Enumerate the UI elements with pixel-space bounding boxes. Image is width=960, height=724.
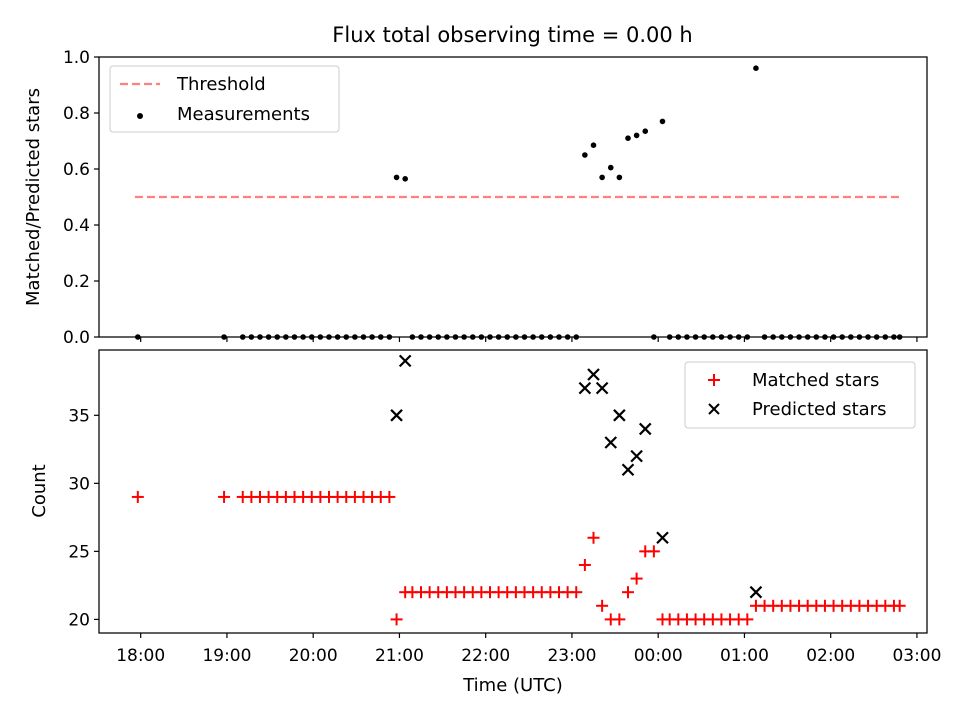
matched-star-point bbox=[613, 613, 626, 626]
predicted-star-point-stroke bbox=[621, 463, 635, 477]
x-tick-label: 03:00 bbox=[892, 646, 941, 666]
matched-star-point bbox=[647, 545, 660, 558]
x-tick-label: 02:00 bbox=[806, 646, 855, 666]
matched-star-point bbox=[390, 613, 403, 626]
predicted-star-point bbox=[587, 368, 600, 381]
bottom-y-tick-label: 25 bbox=[68, 542, 90, 562]
matched-star-point bbox=[570, 586, 583, 599]
predicted-star-point bbox=[595, 381, 609, 395]
measurement-point bbox=[582, 152, 588, 158]
measurement-point bbox=[402, 176, 408, 182]
matched-star-point bbox=[587, 531, 600, 544]
predicted-star-point bbox=[638, 422, 652, 436]
predicted-star-point bbox=[398, 354, 412, 368]
measurement-point bbox=[599, 174, 605, 181]
predicted-star-point bbox=[621, 463, 635, 477]
chart-title: Flux total observing time = 0.00 h bbox=[332, 23, 692, 47]
predicted-star-point-stroke bbox=[638, 422, 652, 436]
predicted-star-point bbox=[390, 409, 403, 422]
measurement-point bbox=[393, 174, 400, 181]
predicted-star-point bbox=[613, 409, 626, 422]
matched-star-point bbox=[383, 490, 396, 503]
matched-star-point bbox=[622, 586, 634, 599]
bottom-y-tick-label: 30 bbox=[68, 474, 90, 494]
bottom-y-axis-label: Count bbox=[29, 464, 50, 517]
measurement-point bbox=[753, 65, 759, 71]
top-axes-frame bbox=[98, 56, 928, 338]
x-tick-label: 22:00 bbox=[461, 646, 510, 666]
measurement-point bbox=[607, 164, 614, 171]
top-y-tick-label: 0.0 bbox=[63, 328, 90, 348]
x-tick-label: 23:00 bbox=[547, 646, 596, 666]
bottom-y-tick-label: 20 bbox=[68, 610, 90, 630]
predicted-star-point-stroke bbox=[613, 409, 626, 422]
matched-star-point bbox=[741, 613, 754, 626]
top-y-tick-label: 0.6 bbox=[63, 160, 90, 180]
top-y-tick-label: 1.0 bbox=[63, 48, 90, 68]
x-tick-label: 18:00 bbox=[116, 646, 165, 666]
predicted-star-point bbox=[749, 585, 763, 599]
x-tick-label: 19:00 bbox=[202, 646, 251, 666]
matched-star-point bbox=[218, 490, 231, 503]
measurement-point bbox=[633, 132, 640, 139]
matched-stars-legend-marker bbox=[708, 374, 720, 386]
top-y-tick-label: 0.4 bbox=[63, 216, 90, 236]
bottom-legend: Matched stars Predicted stars bbox=[684, 361, 916, 429]
measurement-point bbox=[659, 118, 666, 125]
predicted-star-point-stroke bbox=[398, 354, 412, 368]
bottom-legend-box bbox=[684, 361, 916, 429]
predicted-star-point-stroke bbox=[630, 449, 643, 463]
top-legend: Threshold Measurements bbox=[109, 65, 340, 133]
top-y-tick-label: 0.2 bbox=[63, 272, 90, 292]
predicted-star-point-stroke bbox=[595, 381, 609, 395]
measurement-point bbox=[642, 128, 649, 134]
predicted-star-point bbox=[578, 381, 592, 395]
x-axis-label: Time (UTC) bbox=[462, 675, 563, 696]
top-y-axis-label: Matched/Predicted stars bbox=[23, 88, 44, 306]
matched-star-point bbox=[578, 558, 591, 571]
predicted-star-point-stroke bbox=[578, 381, 592, 395]
predicted-star-point bbox=[630, 449, 643, 463]
x-tick-label: 00:00 bbox=[634, 646, 683, 666]
predicted-star-point-stroke bbox=[749, 585, 763, 599]
top-panel: 0.0 0.2 0.4 0.6 0.8 1.0 Matched/Predicted sta… bbox=[23, 48, 928, 348]
predicted-star-point-stroke bbox=[390, 409, 403, 422]
matched-star-point bbox=[893, 599, 906, 612]
predicted-star-point bbox=[604, 436, 618, 449]
bottom-panel: 20 25 30 35 18:00 19:00 20:00 21:00 22:00 23:00 0… bbox=[29, 349, 941, 696]
bottom-y-tick-label: 35 bbox=[68, 406, 90, 426]
matched-star-point bbox=[131, 490, 144, 503]
measurement-point bbox=[590, 142, 597, 148]
predicted-star-point-stroke bbox=[604, 436, 618, 449]
top-legend-box bbox=[109, 65, 340, 133]
predicted-star-point bbox=[656, 531, 669, 545]
measurement-point bbox=[616, 174, 623, 181]
measurements-legend-marker bbox=[137, 113, 143, 119]
bottom-axes-frame bbox=[98, 349, 928, 634]
bottom-legend-label: Matched stars bbox=[752, 370, 879, 391]
x-tick-label: 21:00 bbox=[375, 646, 424, 666]
top-y-tick-label: 0.8 bbox=[63, 104, 90, 124]
top-legend-label: Measurements bbox=[177, 104, 310, 125]
bottom-legend-label: Predicted stars bbox=[752, 399, 886, 420]
measurement-point bbox=[625, 135, 631, 141]
predicted-star-point-stroke bbox=[587, 368, 600, 381]
matched-star-point bbox=[596, 599, 609, 612]
top-legend-label: Threshold bbox=[176, 74, 266, 95]
predicted-stars-legend-marker bbox=[708, 403, 720, 415]
x-tick-label: 01:00 bbox=[720, 646, 769, 666]
predicted-star-point-stroke bbox=[656, 531, 669, 545]
matched-star-point bbox=[630, 572, 643, 585]
x-tick-label: 20:00 bbox=[289, 646, 338, 666]
